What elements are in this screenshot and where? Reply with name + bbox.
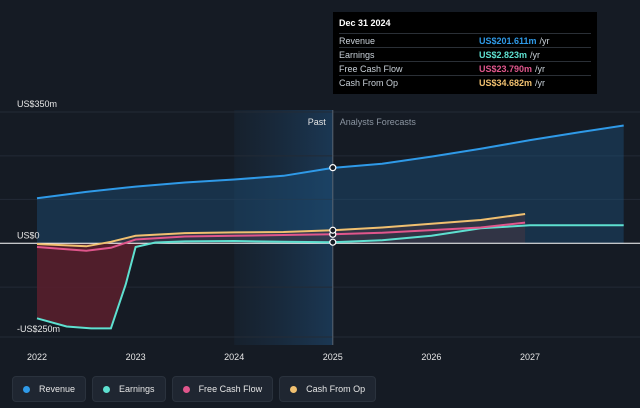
y-axis-label: -US$250m	[17, 324, 60, 334]
earnings-line	[36, 224, 624, 330]
tooltip: Dec 31 2024 Revenue US$201.611m /yr Earn…	[333, 12, 597, 94]
tooltip-date: Dec 31 2024	[339, 18, 391, 28]
tooltip-row-revenue: Revenue US$201.611m /yr	[339, 33, 591, 47]
marker-point	[329, 164, 337, 172]
legend-label: Cash From Op	[306, 384, 366, 394]
tooltip-row-free-cash-flow: Free Cash Flow US$23.790m /yr	[339, 61, 591, 75]
revenue-area	[37, 125, 624, 244]
tooltip-unit: /yr	[535, 77, 546, 88]
tooltip-value: US$201.611m	[479, 35, 537, 46]
legend-label: Earnings	[119, 384, 155, 394]
legend-dot-icon	[182, 385, 190, 393]
tooltip-unit: /yr	[530, 49, 541, 60]
forecast-label: Analysts Forecasts	[340, 117, 417, 127]
free-cash-flow-line	[36, 221, 526, 252]
tooltip-value: US$2.823m	[479, 49, 528, 60]
tooltip-label: Earnings	[339, 49, 375, 60]
legend-label: Free Cash Flow	[198, 384, 263, 394]
y-axis-label: US$0	[17, 230, 40, 240]
legend-item-free-cash-flow[interactable]: Free Cash Flow	[171, 376, 274, 402]
legend-dot-icon	[103, 385, 111, 393]
legend-label: Revenue	[39, 384, 76, 394]
marker-point	[329, 226, 337, 234]
legend-item-cash-from-op[interactable]: Cash From Op	[279, 376, 377, 402]
legend-item-earnings[interactable]: Earnings	[92, 376, 166, 402]
past-highlight	[234, 110, 333, 345]
x-tick-label: 2025	[323, 352, 343, 362]
legend-item-revenue[interactable]: Revenue	[12, 376, 87, 402]
x-tick-label: 2026	[421, 352, 441, 362]
legend-dot-icon	[290, 385, 298, 393]
tooltip-value: US$23.790m	[479, 63, 533, 74]
legend: Revenue Earnings Free Cash Flow Cash Fro…	[12, 376, 377, 402]
tooltip-label: Revenue	[339, 35, 376, 46]
tooltip-label: Free Cash Flow	[339, 63, 403, 74]
tooltip-value: US$34.682m	[479, 77, 533, 88]
legend-dot-icon	[23, 385, 30, 393]
marker-point	[329, 238, 337, 246]
tooltip-unit: /yr	[539, 35, 550, 46]
tooltip-unit: /yr	[535, 63, 546, 74]
x-tick-label: 2027	[520, 352, 540, 362]
x-tick-label: 2023	[126, 352, 146, 362]
earnings-negative-area	[37, 242, 156, 329]
y-axis-label: US$350m	[17, 99, 57, 109]
past-label: Past	[308, 117, 327, 127]
tooltip-row-earnings: Earnings US$2.823m /yr	[339, 47, 591, 61]
tooltip-row-cash-from-op: Cash From Op US$34.682m /yr	[339, 75, 591, 89]
x-tick-label: 2024	[224, 352, 244, 362]
x-tick-label: 2022	[27, 352, 47, 362]
tooltip-label: Cash From Op	[339, 77, 399, 88]
cash-from-op-line	[36, 213, 526, 248]
